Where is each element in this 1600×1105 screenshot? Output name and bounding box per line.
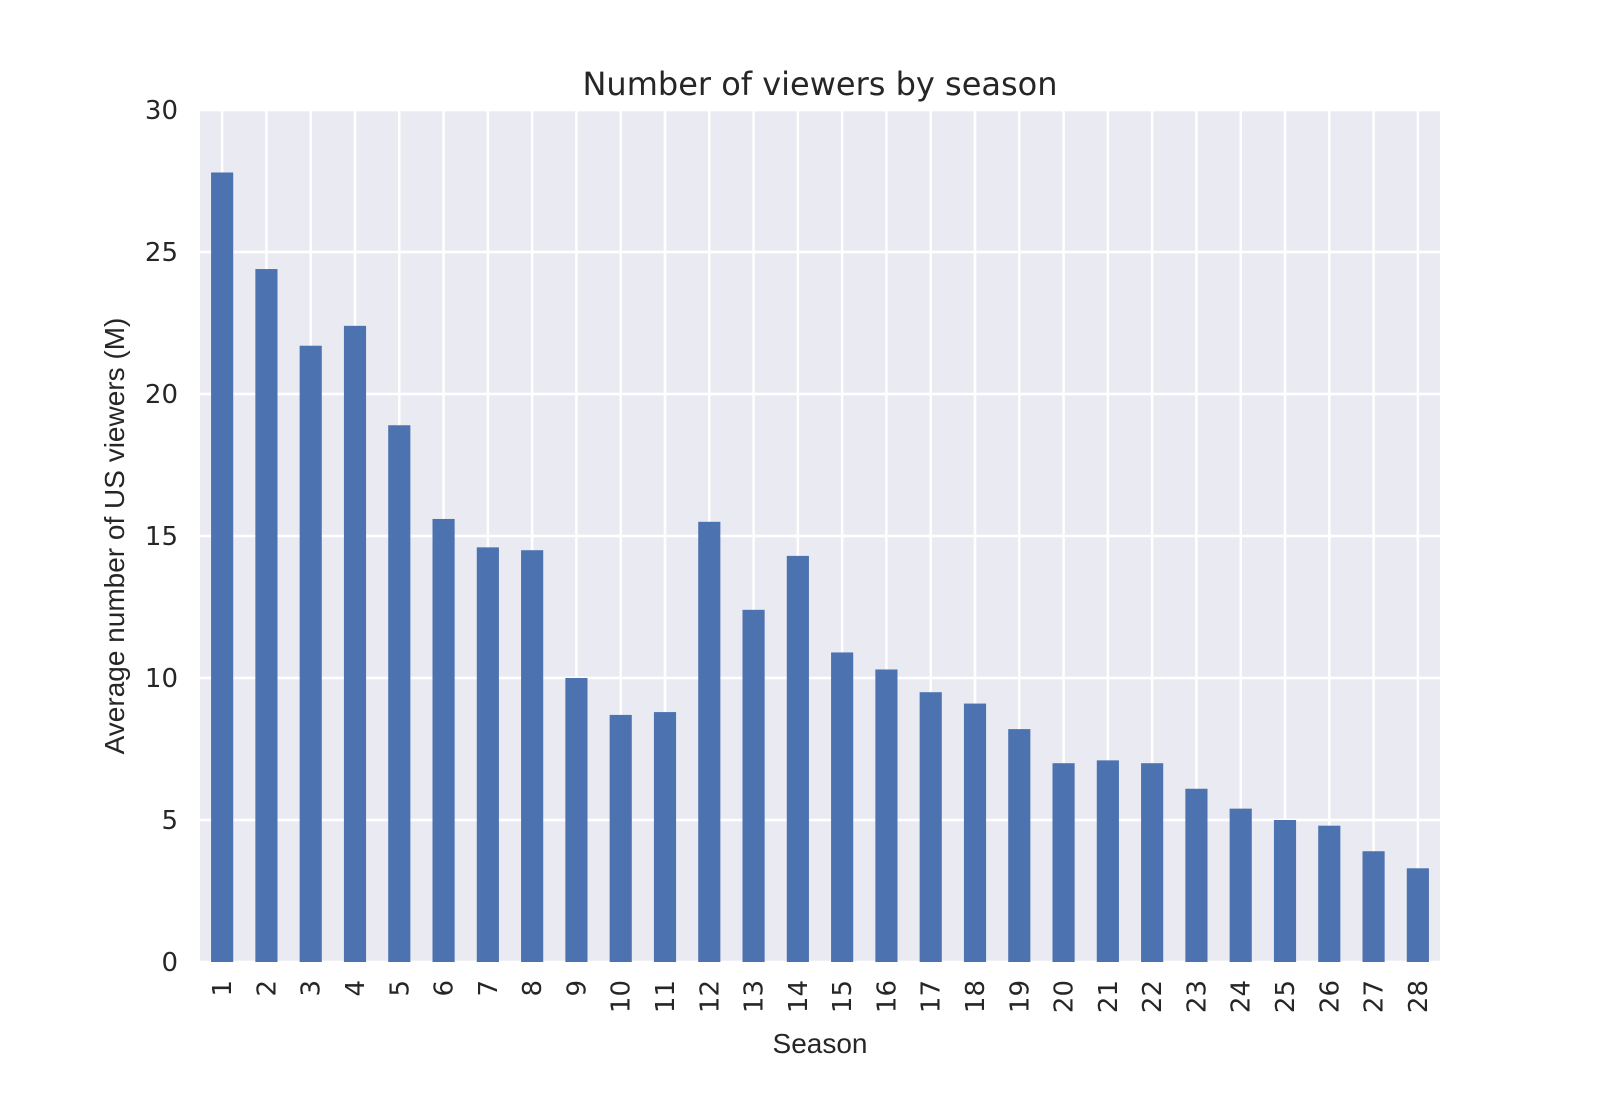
bar-season-28 xyxy=(1406,868,1429,962)
bar-season-10 xyxy=(609,714,632,962)
y-tick-labels: 0 5 10 15 20 25 30 xyxy=(145,96,178,978)
bar-season-20 xyxy=(1052,763,1075,962)
x-tick-label: 20 xyxy=(1050,980,1080,1013)
y-tick-label: 10 xyxy=(145,664,178,694)
x-axis-label: Season xyxy=(773,1028,868,1059)
bar-season-23 xyxy=(1185,788,1208,962)
bar-season-1 xyxy=(211,172,234,963)
bar-season-22 xyxy=(1141,763,1164,962)
x-tick-label: 23 xyxy=(1182,980,1212,1013)
bar-season-18 xyxy=(963,703,987,962)
x-tick-label: 28 xyxy=(1404,980,1434,1013)
x-tick-label: 25 xyxy=(1271,980,1301,1013)
bar-season-19 xyxy=(1008,729,1031,962)
bar-season-15 xyxy=(831,652,854,962)
y-tick-label: 15 xyxy=(145,522,178,552)
y-tick-label: 30 xyxy=(145,96,178,126)
bar-season-5 xyxy=(388,425,411,962)
x-tick-label: 13 xyxy=(740,980,770,1013)
bar-season-7 xyxy=(476,547,499,962)
x-tick-label: 21 xyxy=(1094,980,1124,1013)
x-tick-label: 17 xyxy=(917,980,947,1013)
bar-season-16 xyxy=(875,669,898,962)
bar-season-11 xyxy=(653,712,677,962)
y-axis-label: Average number of US viewers (M) xyxy=(99,318,130,755)
x-tick-label: 6 xyxy=(430,980,460,997)
x-tick-label: 24 xyxy=(1227,980,1257,1013)
x-tick-label: 16 xyxy=(872,980,902,1013)
x-tick-label: 11 xyxy=(651,980,681,1013)
x-tick-label: 10 xyxy=(607,980,637,1013)
bar-season-6 xyxy=(432,518,455,962)
x-tick-label: 7 xyxy=(474,980,504,997)
x-tick-label: 5 xyxy=(385,980,415,997)
x-tick-label: 12 xyxy=(695,980,725,1013)
x-tick-labels: 1 2 3 4 5 6 7 8 9 10 11 12 13 14 15 16 17 18 19 20 21 22 23 24 2… xyxy=(208,980,1434,1013)
x-tick-label: 2 xyxy=(252,980,282,997)
bar-season-26 xyxy=(1318,825,1341,962)
x-tick-label: 22 xyxy=(1138,980,1168,1013)
y-tick-label: 20 xyxy=(145,380,178,410)
y-tick-label: 0 xyxy=(161,948,178,978)
x-tick-label: 19 xyxy=(1005,980,1035,1013)
x-tick-label: 14 xyxy=(784,980,814,1013)
x-tick-label: 9 xyxy=(562,980,592,997)
bar-season-24 xyxy=(1229,808,1252,962)
bar-season-12 xyxy=(698,521,721,962)
x-tick-label: 3 xyxy=(297,980,327,997)
bar-season-4 xyxy=(343,325,367,963)
y-tick-label: 5 xyxy=(161,806,178,836)
bar-season-3 xyxy=(299,345,322,963)
x-tick-label: 1 xyxy=(208,980,238,997)
bar-season-14 xyxy=(786,555,809,962)
x-tick-label: 4 xyxy=(341,980,371,997)
bar-season-17 xyxy=(919,692,942,962)
bar-season-13 xyxy=(742,609,765,962)
bar-season-2 xyxy=(255,269,278,962)
bar-season-25 xyxy=(1273,820,1297,962)
chart-title: Number of viewers by season xyxy=(582,65,1057,103)
x-tick-label: 18 xyxy=(961,980,991,1013)
bar-season-9 xyxy=(565,678,588,962)
x-tick-label: 26 xyxy=(1315,980,1345,1013)
x-tick-label: 8 xyxy=(518,980,548,997)
x-tick-label: 15 xyxy=(828,980,858,1013)
x-tick-label: 27 xyxy=(1360,980,1390,1013)
bar-season-8 xyxy=(521,550,544,962)
bars xyxy=(211,172,1429,963)
bar-season-27 xyxy=(1362,851,1385,962)
bar-season-21 xyxy=(1096,760,1119,962)
y-tick-label: 25 xyxy=(145,238,178,268)
